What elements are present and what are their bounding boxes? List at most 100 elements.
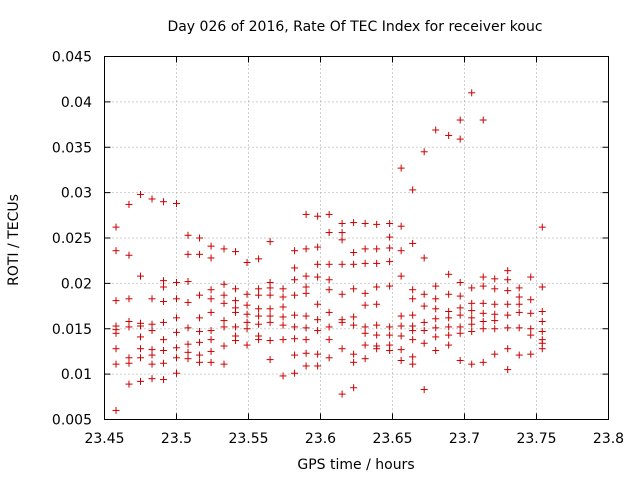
data-point: [397, 312, 405, 320]
data-point: [266, 238, 274, 246]
data-point: [266, 318, 274, 326]
data-point: [420, 339, 428, 347]
data-point: [409, 286, 417, 294]
data-point: [255, 320, 263, 328]
data-point: [479, 282, 487, 290]
data-point: [220, 291, 228, 299]
data-point: [173, 200, 180, 208]
data-point: [479, 273, 487, 281]
data-point: [173, 314, 180, 322]
data-point: [361, 289, 369, 297]
data-point: [196, 291, 204, 299]
data-point: [504, 300, 512, 308]
data-point: [361, 329, 369, 337]
data-point: [515, 293, 523, 301]
data-point: [456, 329, 464, 337]
data-point: [456, 292, 464, 300]
data-point: [220, 323, 228, 331]
data-point: [112, 297, 120, 305]
data-point: [445, 131, 453, 139]
data-point: [338, 260, 346, 268]
data-point: [243, 341, 251, 349]
data-point: [361, 323, 369, 331]
data-point: [350, 321, 358, 329]
data-point: [279, 285, 287, 293]
data-point: [314, 316, 322, 324]
data-point: [112, 360, 120, 368]
data-point: [397, 247, 405, 255]
data-point: [160, 198, 168, 206]
data-point: [491, 325, 499, 333]
data-point: [207, 254, 215, 262]
data-point: [255, 255, 263, 263]
data-point: [409, 360, 417, 368]
data-point: [325, 229, 333, 237]
data-point: [302, 283, 310, 291]
y-tick-label: 0.03: [61, 186, 92, 202]
data-point: [302, 289, 310, 297]
data-point: [232, 285, 240, 293]
data-point: [538, 283, 546, 291]
data-point: [409, 336, 417, 344]
data-point: [456, 135, 464, 143]
data-point: [279, 293, 287, 301]
data-point: [184, 250, 192, 258]
data-point: [207, 242, 215, 250]
data-point: [432, 295, 440, 303]
data-point: [432, 126, 440, 134]
x-tick-label: 23.45: [84, 431, 124, 447]
data-point: [350, 313, 358, 321]
data-point: [148, 360, 156, 368]
data-point: [291, 247, 299, 255]
data-point: [538, 308, 546, 316]
data-point: [386, 244, 394, 252]
data-point: [432, 333, 440, 341]
y-tick-label: 0.015: [52, 322, 92, 338]
data-point: [527, 325, 535, 333]
data-point: [255, 312, 263, 320]
data-point: [314, 300, 322, 308]
data-point: [314, 362, 322, 370]
data-point: [409, 311, 417, 319]
data-point: [125, 317, 133, 325]
data-point: [160, 336, 168, 344]
data-point: [291, 291, 299, 299]
chart-title: Day 026 of 2016, Rate Of TEC Index for r…: [167, 19, 542, 35]
data-point: [196, 234, 204, 242]
data-point: [432, 282, 440, 290]
data-point: [397, 272, 405, 280]
data-point: [515, 300, 523, 308]
data-point: [373, 220, 381, 228]
data-point: [397, 164, 405, 172]
data-point: [255, 305, 263, 313]
data-point: [361, 245, 369, 253]
data-point: [196, 358, 204, 366]
data-point: [386, 282, 394, 290]
data-point: [279, 313, 287, 321]
data-point: [112, 406, 120, 414]
data-point: [468, 327, 476, 335]
data-point: [160, 283, 168, 291]
data-point: [409, 295, 417, 303]
data-point: [302, 349, 310, 357]
data-point: [148, 327, 156, 335]
data-point: [207, 308, 215, 316]
data-point: [266, 305, 274, 313]
data-point: [445, 331, 453, 339]
data-point: [468, 299, 476, 307]
data-point: [432, 305, 440, 313]
data-point: [491, 310, 499, 318]
data-point: [207, 286, 215, 294]
data-point: [220, 280, 228, 288]
data-point: [160, 298, 168, 306]
data-point: [279, 321, 287, 329]
data-point: [291, 369, 299, 377]
data-point: [112, 223, 120, 231]
data-point: [338, 390, 346, 398]
data-point: [232, 323, 240, 331]
data-point: [148, 295, 156, 303]
data-point: [137, 319, 144, 327]
data-point: [373, 283, 381, 291]
data-point: [232, 332, 240, 340]
data-point: [538, 327, 546, 335]
